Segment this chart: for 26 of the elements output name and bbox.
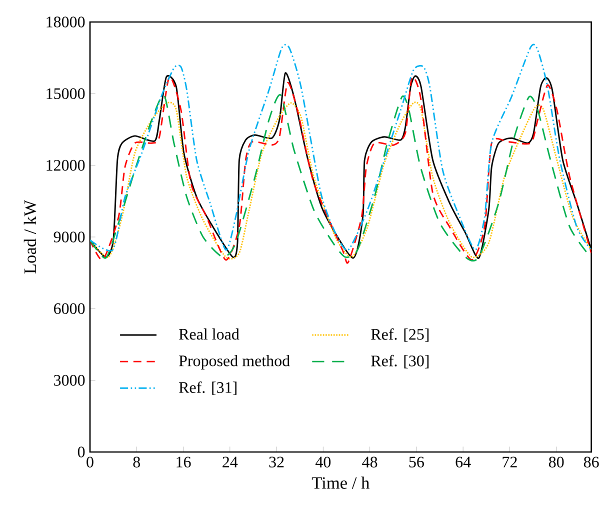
y-tick-label: 9000 [54,232,85,242]
x-tick-label: 64 [456,456,471,468]
x-tick-label: 32 [269,456,284,468]
legend-label: Ref. [30] [371,354,429,368]
x-tick-label: 16 [176,456,191,468]
x-tick-label: 48 [362,456,378,468]
y-tick-label: 18000 [46,16,85,28]
x-tick-label: 86 [584,456,599,468]
x-axis-title: Time / h [312,476,370,489]
x-tick-label: 24 [222,456,238,468]
y-tick-label: 15000 [46,88,85,100]
y-axis-title: Load / kW [24,200,36,274]
x-tick-label: 40 [315,456,331,468]
y-tick-label: 3000 [54,374,85,386]
legend-label: Ref. [25] [371,328,429,342]
legend-label: Proposed method [179,355,290,370]
y-tick-label: 0 [78,446,85,458]
y-tick-label: 12000 [46,160,85,171]
y-tick-label: 6000 [54,303,85,314]
x-tick-label: 80 [548,456,564,468]
x-tick-label: 8 [133,456,140,468]
x-tick-label: 0 [86,456,94,468]
x-tick-label: 72 [502,456,517,468]
x-tick-label: 56 [409,456,424,468]
legend-label: Ref. [31] [179,382,236,395]
legend-label: Real load [179,328,240,340]
